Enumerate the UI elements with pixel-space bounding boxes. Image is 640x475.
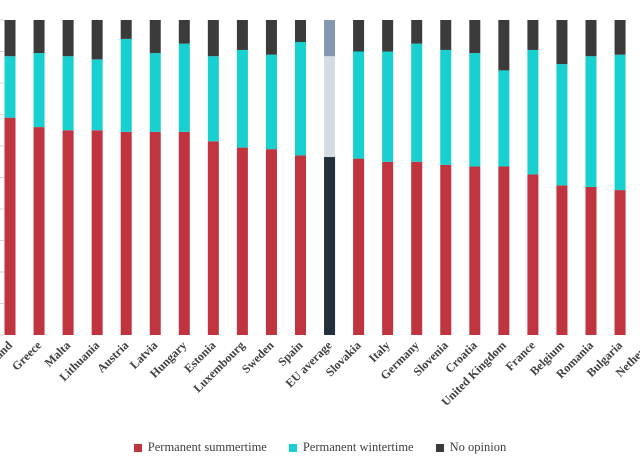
bar-segment-hungary-no-opinion [178,20,190,44]
bar-segment-italy-no-opinion [382,20,394,52]
bar-segment-belgium-no-opinion [556,20,568,65]
bar-segment-sweden-no-opinion [265,20,277,55]
bar-segment-belgium-permanent-summertime [556,185,568,335]
bar-segment-austria-permanent-summertime [120,131,132,335]
legend-item-summertime: Permanent summertime [133,440,267,455]
bar-segment-lithuania-permanent-summertime [91,130,103,335]
bar-segment-united-kingdom-no-opinion [498,20,510,71]
bar-segment-slovakia-no-opinion [353,20,365,52]
bar-segment-germany-permanent-wintertime [411,43,423,162]
bar-segment-finland-permanent-wintertime [4,56,16,118]
x-tick-label-greece: Greece [9,338,45,374]
bar-segment-united-kingdom-permanent-wintertime [498,70,510,167]
bar-stacks [4,20,626,336]
bar-segment-malta-no-opinion [62,20,74,57]
bar-segment-eu-average-permanent-wintertime [324,56,336,158]
bar-segment-eu-average-permanent-summertime [324,157,336,335]
bar-segment-greece-permanent-summertime [33,127,45,335]
bar-segment-france-no-opinion [527,20,539,50]
bar-segment-luxembourg-permanent-summertime [236,147,248,335]
bar-segment-latvia-no-opinion [149,20,161,54]
bar-segment-france-permanent-wintertime [527,49,539,175]
bar-segment-croatia-permanent-summertime [469,166,481,335]
bar-segment-greece-no-opinion [33,20,45,54]
bar-segment-germany-permanent-summertime [411,161,423,335]
bar-segment-croatia-no-opinion [469,20,481,54]
legend: Permanent summertime Permanent wintertim… [0,440,640,455]
legend-swatch-wintertime [288,443,297,452]
x-tick-label-sweden: Sweden [239,338,277,376]
legend-swatch-summertime [133,443,142,452]
bar-segment-hungary-permanent-summertime [178,131,190,335]
bar-segment-greece-permanent-wintertime [33,53,45,128]
bar-segment-france-permanent-summertime [527,174,539,335]
bar-segment-spain-permanent-summertime [295,155,306,335]
legend-label-wintertime: Permanent wintertime [302,440,414,454]
bar-segment-latvia-permanent-wintertime [149,53,161,132]
bar-segment-estonia-permanent-summertime [207,141,219,335]
bar-segment-bulgaria-permanent-summertime [614,190,626,335]
bar-segment-austria-permanent-wintertime [120,38,132,132]
legend-swatch-no-opinion [435,443,444,452]
bar-segment-croatia-permanent-wintertime [469,53,481,167]
legend-label-summertime: Permanent summertime [147,440,267,454]
bar-segment-eu-average-no-opinion [324,20,336,57]
bar-segment-estonia-no-opinion [207,20,219,57]
bar-segment-finland-permanent-summertime [4,117,16,336]
bar-segment-slovenia-no-opinion [440,20,452,50]
bar-segment-austria-no-opinion [120,20,132,39]
bar-segment-slovenia-permanent-summertime [440,164,452,335]
y-axis-ticks [0,19,4,336]
bar-segment-slovenia-permanent-wintertime [440,49,452,165]
bar-segment-sweden-permanent-summertime [265,149,277,335]
bar-segment-germany-no-opinion [411,20,423,44]
bar-segment-lithuania-no-opinion [91,20,103,60]
bar-segment-italy-permanent-wintertime [382,51,394,162]
bar-segment-spain-permanent-wintertime [295,42,306,156]
bar-segment-malta-permanent-wintertime [62,56,74,131]
bar-segment-luxembourg-permanent-wintertime [236,49,248,148]
x-tick-label-austria: Austria [94,338,131,375]
bar-segment-bulgaria-no-opinion [614,20,626,55]
bar-segment-bulgaria-permanent-wintertime [614,54,626,191]
legend-item-wintertime: Permanent wintertime [288,440,414,455]
bar-segment-lithuania-permanent-wintertime [91,59,103,131]
bar-segment-slovakia-permanent-wintertime [353,51,365,159]
bar-segment-estonia-permanent-wintertime [207,56,219,142]
legend-label-no-opinion: No opinion [449,440,507,454]
bar-segment-latvia-permanent-summertime [149,131,161,335]
bar-segment-luxembourg-no-opinion [236,20,248,50]
bar-segment-united-kingdom-permanent-summertime [498,166,510,335]
legend-item-no-opinion: No opinion [435,440,507,455]
bar-segment-romania-permanent-summertime [585,186,597,335]
bar-segment-malta-permanent-summertime [62,130,74,335]
bar-segment-romania-permanent-wintertime [585,56,597,187]
bar-segment-italy-permanent-summertime [382,161,394,335]
bar-segment-hungary-permanent-wintertime [178,43,190,132]
bar-segment-sweden-permanent-wintertime [265,54,277,150]
bar-segment-finland-no-opinion [4,20,16,57]
x-tick-labels: landGreeceMaltaLithuaniaAustriaLatviaHun… [0,338,640,409]
bar-segment-belgium-permanent-wintertime [556,64,568,186]
bar-segment-romania-no-opinion [585,20,597,57]
bar-segment-slovakia-permanent-summertime [353,158,365,335]
bar-segment-spain-no-opinion [295,20,306,43]
